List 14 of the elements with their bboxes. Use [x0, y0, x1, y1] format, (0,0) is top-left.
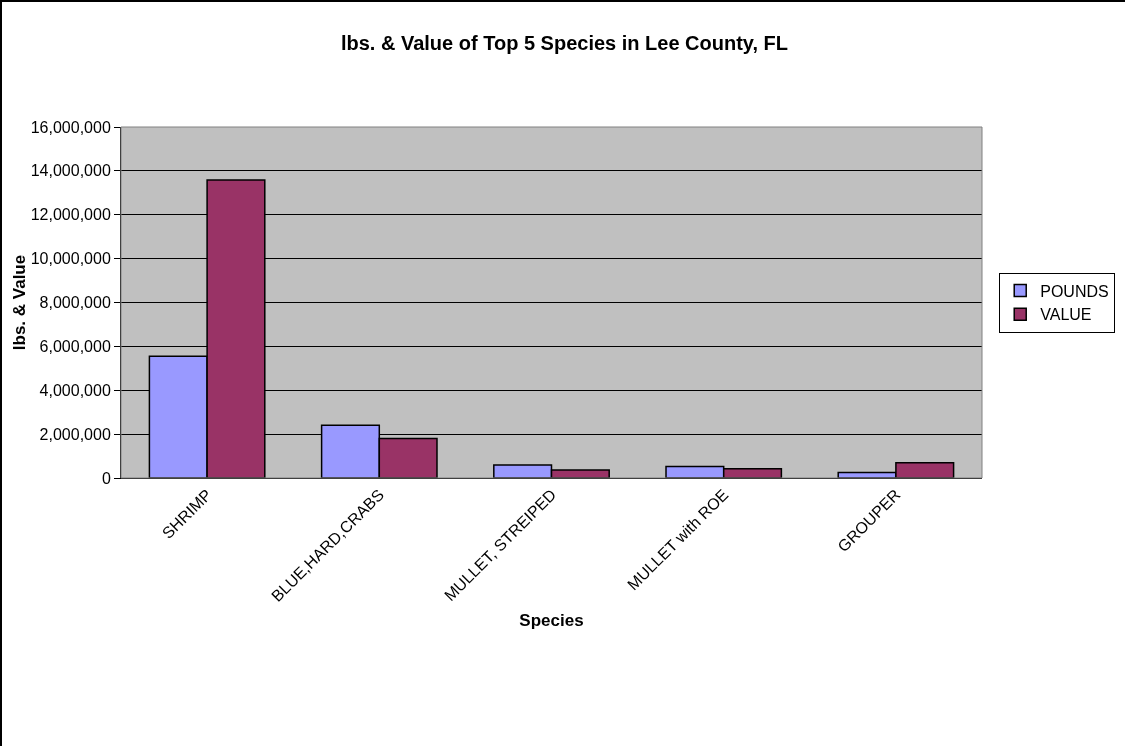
y-tick-label: 0 [101, 469, 111, 487]
legend-label: POUNDS [1040, 282, 1109, 300]
legend-label: VALUE [1040, 306, 1092, 324]
y-tick-label: 4,000,000 [39, 381, 111, 399]
y-tick-label: 6,000,000 [39, 337, 111, 355]
y-tick-label: 12,000,000 [30, 206, 111, 224]
y-tick-label: 10,000,000 [30, 250, 111, 268]
y-tick-label: 14,000,000 [30, 162, 111, 180]
y-axis-title: lbs. & Value [9, 254, 29, 351]
x-axis-title: Species [519, 611, 584, 631]
y-tick-label: 16,000,000 [30, 118, 111, 136]
y-tick-label: 8,000,000 [39, 294, 111, 312]
chart-title: lbs. & Value of Top 5 Species in Lee County, FL [340, 31, 789, 54]
y-tick-label: 2,000,000 [39, 425, 111, 443]
